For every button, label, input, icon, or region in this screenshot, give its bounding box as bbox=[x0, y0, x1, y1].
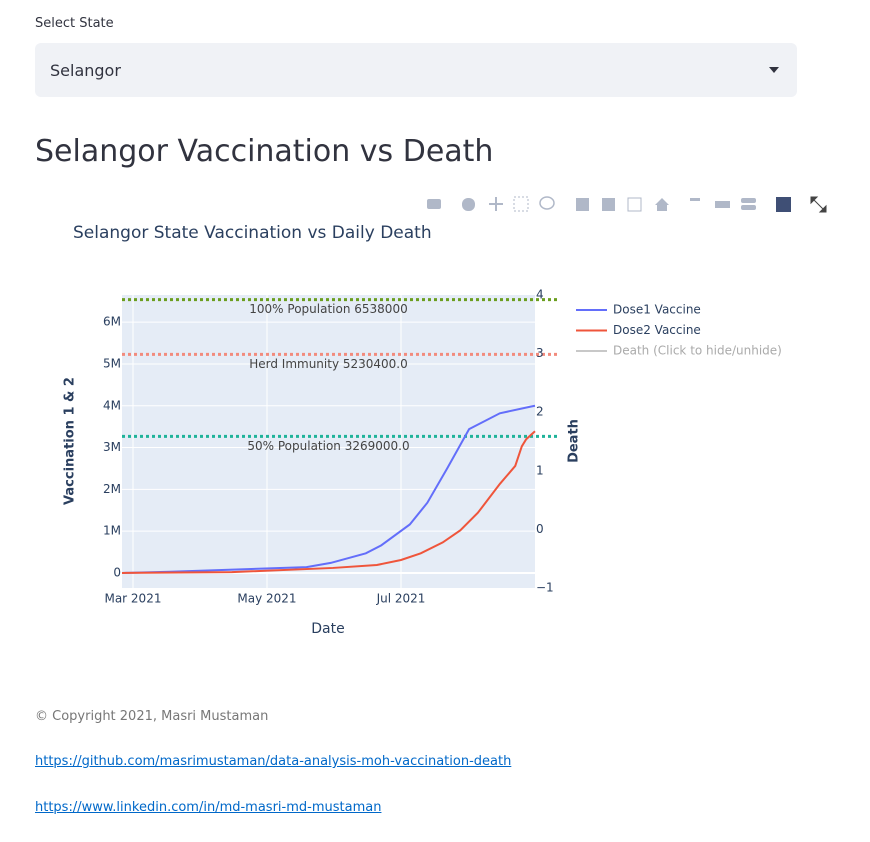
y2-tick-label: 3 bbox=[536, 346, 544, 360]
series-line bbox=[121, 430, 536, 574]
y-tick-label: 6M bbox=[103, 315, 121, 329]
legend-label[interactable]: Dose1 Vaccine bbox=[613, 303, 701, 317]
chart-title: Selangor State Vaccination vs Daily Deat… bbox=[73, 223, 432, 243]
select-label: Select State bbox=[35, 16, 114, 31]
y2-axis-title: Death bbox=[567, 419, 582, 463]
reference-label: Herd Immunity 5230400.0 bbox=[249, 357, 408, 371]
y-tick-label: 4M bbox=[103, 398, 121, 412]
plot-bg bbox=[122, 295, 535, 588]
x-tick-label: Mar 2021 bbox=[104, 592, 161, 606]
x-axis-title: Date bbox=[311, 621, 344, 637]
link[interactable]: https://github.com/masrimustaman/data-an… bbox=[35, 754, 512, 769]
link[interactable]: https://www.linkedin.com/in/md-masri-md-… bbox=[35, 800, 382, 815]
x-tick-label: May 2021 bbox=[237, 592, 296, 606]
chart: Selangor State Vaccination vs Daily Deat… bbox=[63, 196, 827, 637]
legend-label[interactable]: Death (Click to hide/unhide) bbox=[613, 344, 782, 358]
y-tick-label: 5M bbox=[103, 356, 121, 370]
y-tick-label: 0 bbox=[113, 565, 121, 579]
state-select[interactable]: Selangor bbox=[35, 43, 797, 97]
caret bbox=[769, 67, 779, 73]
y-tick-label: 1M bbox=[103, 524, 121, 538]
y-tick-label: 2M bbox=[103, 482, 121, 496]
series-line bbox=[121, 404, 536, 574]
select-value: Selangor bbox=[50, 61, 121, 80]
copyright: © Copyright 2021, Masri Mustaman bbox=[35, 709, 269, 724]
y-tick-label: 3M bbox=[103, 440, 121, 454]
y-axis-title: Vaccination 1 & 2 bbox=[63, 377, 78, 505]
y2-tick-label: 2 bbox=[536, 405, 544, 419]
heading: Selangor Vaccination vs Death bbox=[35, 134, 494, 169]
y2-tick-label: 4 bbox=[536, 288, 544, 302]
x-tick-label: Jul 2021 bbox=[376, 592, 426, 606]
y2-tick-label: 0 bbox=[536, 522, 544, 536]
y2-tick-label: −1 bbox=[536, 581, 554, 595]
y2-tick-label: 1 bbox=[536, 463, 544, 477]
reference-label: 50% Population 3269000.0 bbox=[247, 439, 409, 453]
reference-label: 100% Population 6538000 bbox=[249, 302, 407, 316]
modebar[interactable] bbox=[427, 196, 827, 213]
legend-label[interactable]: Dose2 Vaccine bbox=[613, 323, 701, 337]
